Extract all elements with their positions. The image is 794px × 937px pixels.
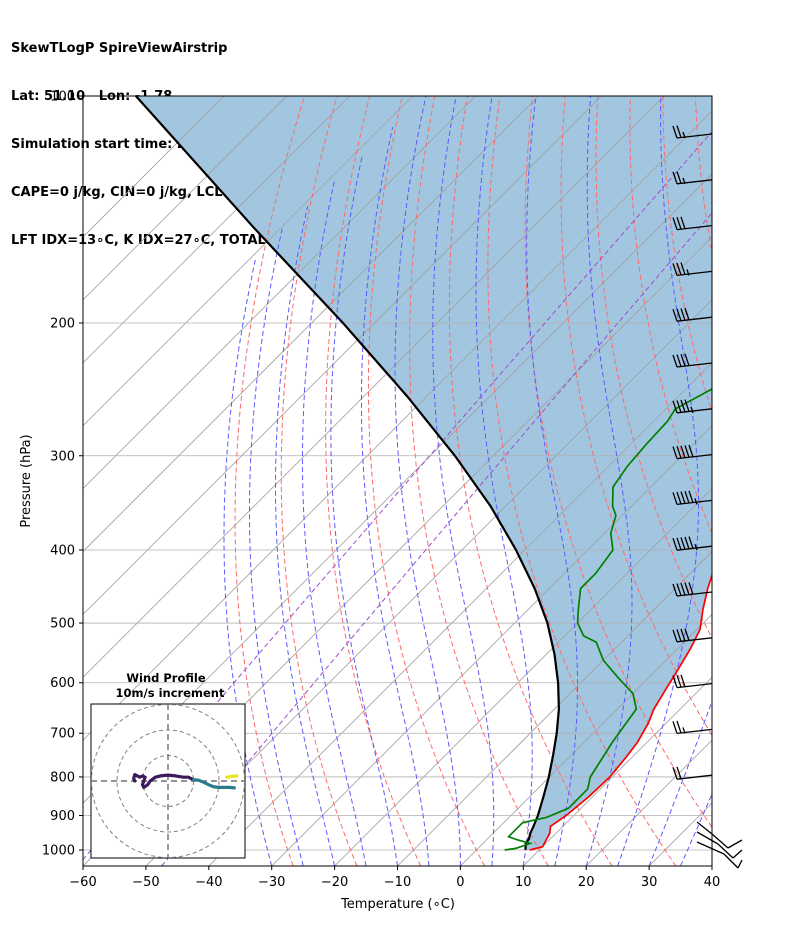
- wind-barb: [672, 536, 713, 551]
- y-tick-label: 500: [50, 617, 75, 632]
- wind-barb: [672, 490, 713, 506]
- x-axis-label: Temperature (∘C): [340, 897, 455, 912]
- dry-adiabat: [761, 96, 794, 866]
- moist-adiabat: [585, 96, 633, 866]
- cape-shading: [135, 96, 712, 850]
- dewpoint-line: [504, 388, 712, 851]
- y-tick-label: 1000: [42, 844, 75, 859]
- isotherm-line: [460, 613, 712, 866]
- y-tick-label: 800: [50, 770, 75, 785]
- dry-adiabat: [487, 96, 677, 866]
- isotherm-line: [83, 96, 288, 301]
- wind-barb: [672, 216, 713, 231]
- y-tick-label: 400: [50, 543, 75, 558]
- isotherm-line: [83, 96, 602, 615]
- y-tick-label: 600: [50, 676, 75, 691]
- x-tick-label: −20: [321, 875, 348, 890]
- isotherm-line: [83, 96, 413, 427]
- isotherm-line: [397, 550, 712, 866]
- dry-adiabat: [234, 96, 305, 866]
- moist-adiabat: [249, 228, 304, 866]
- y-axis-label: Pressure (hPa): [19, 434, 34, 527]
- dry-adiabat: [524, 96, 712, 829]
- wind-barb: [672, 444, 713, 460]
- wind-barb: [672, 582, 713, 597]
- moist-adiabat: [394, 96, 461, 866]
- wind-barb: [672, 399, 713, 414]
- header-title: SkewTLogP SpireViewAirstrip: [11, 41, 228, 56]
- x-tick-label: −10: [384, 875, 411, 890]
- wind-barb: [672, 262, 713, 277]
- x-tick-label: 20: [578, 875, 595, 890]
- y-tick-label: 200: [50, 316, 75, 331]
- wind-barb: [672, 628, 713, 643]
- x-tick-label: −30: [258, 875, 285, 890]
- x-tick-label: 30: [641, 875, 658, 890]
- dry-adiabat: [662, 96, 712, 414]
- y-tick-label: 900: [50, 809, 75, 824]
- dry-adiabat: [448, 96, 613, 866]
- moist-adiabat: [617, 96, 699, 866]
- wind-barb: [672, 720, 713, 735]
- hodograph-trace: [132, 773, 196, 789]
- y-tick-label: 300: [50, 449, 75, 464]
- wind-barb: [672, 171, 713, 185]
- isotherm-line: [83, 96, 225, 238]
- wind-barb: [672, 125, 713, 139]
- mixing-ratio-line: [83, 130, 712, 861]
- x-tick-label: −60: [69, 875, 96, 890]
- wind-barb: [696, 831, 743, 859]
- dry-adiabat: [560, 96, 712, 737]
- temperature-line: [529, 572, 712, 851]
- inset-subtitle: 10m/s increment: [116, 686, 225, 700]
- dry-adiabat: [595, 96, 712, 640]
- moist-adiabat: [330, 155, 398, 866]
- isotherm-line: [83, 110, 712, 741]
- x-tick-label: −50: [132, 875, 159, 890]
- isotherm-line: [83, 96, 351, 364]
- isotherm-line: [271, 425, 712, 866]
- moist-adiabat: [648, 699, 712, 866]
- x-tick-label: 10: [515, 875, 532, 890]
- dry-adiabat: [409, 96, 549, 866]
- isotherm-line: [83, 96, 539, 553]
- wind-barb: [672, 307, 713, 322]
- mixing-ratio-line: [161, 212, 712, 866]
- isotherm-line: [523, 676, 712, 866]
- isotherm-line: [711, 865, 712, 866]
- dry-adiabat: [367, 96, 485, 866]
- wind-barb: [696, 841, 743, 869]
- x-tick-label: 0: [456, 875, 464, 890]
- isotherm-line: [83, 96, 476, 490]
- wind-profile-inset: Wind Profile 10m/s increment: [90, 671, 246, 859]
- moist-adiabat: [711, 864, 712, 866]
- moist-adiabat: [302, 181, 367, 866]
- y-tick-label: 100: [50, 90, 75, 105]
- parcel-profile-line: [135, 96, 561, 851]
- wind-barb: [672, 674, 713, 689]
- wind-barb: [672, 766, 713, 780]
- isotherm-line: [83, 96, 665, 678]
- moist-adiabat: [223, 259, 273, 866]
- dry-adiabat: [728, 96, 794, 866]
- dry-adiabat: [280, 96, 358, 866]
- inset-title: Wind Profile: [126, 671, 206, 685]
- dry-adiabat: [325, 96, 422, 866]
- x-tick-label: −40: [195, 875, 222, 890]
- moist-adiabat: [680, 793, 712, 866]
- moist-adiabat: [275, 206, 336, 866]
- wind-barb: [696, 821, 743, 849]
- hodograph-trace: [225, 774, 239, 779]
- x-tick-label: 40: [704, 875, 721, 890]
- moist-adiabat: [432, 96, 495, 866]
- wind-barb: [672, 353, 713, 368]
- moist-adiabat: [526, 96, 578, 866]
- hodograph-trace: [191, 778, 236, 790]
- isotherm-line: [145, 299, 712, 866]
- isotherm-line: [334, 488, 712, 866]
- y-tick-label: 700: [50, 727, 75, 742]
